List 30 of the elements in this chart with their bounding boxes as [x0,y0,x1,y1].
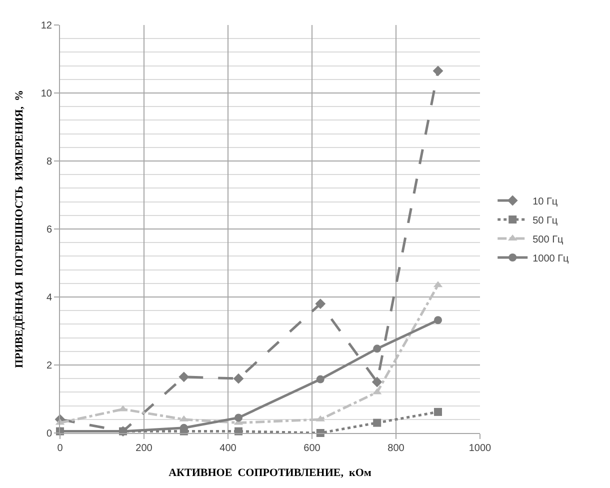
legend-label: 50 Гц [532,215,558,226]
y-tick-label: 2 [46,360,52,372]
y-tick-label: 8 [46,156,52,168]
y-tick-label: 10 [40,88,52,100]
point [373,418,382,427]
y-axis-title: ПРИВЕДЁННАЯ ПОГРЕШНОСТЬ ИЗМЕРЕНИЯ, % [12,90,26,368]
x-tick-label: 600 [304,443,321,454]
x-tick-label: 1000 [468,443,492,454]
point [233,373,244,384]
point [373,344,382,353]
x-tick-label: 800 [388,443,405,454]
point [316,375,324,384]
legend-label: 10 Гц [532,196,558,208]
point [178,372,190,382]
x-tick-label: 200 [136,443,153,454]
point [315,298,326,309]
legend-label: 1000 Гц [532,253,570,264]
point [234,414,242,422]
point [434,316,442,324]
legend-label: 500 Гц [532,234,564,246]
point [432,66,444,76]
x-tick-label: 0 [57,443,64,454]
y-tick-label: 0 [46,428,52,440]
y-tick-label: 12 [40,20,52,32]
y-tick-label: 4 [46,292,52,304]
point [434,408,442,416]
x-tick-label: 400 [220,443,237,454]
point [372,376,382,388]
x-axis-title: АКТИВНОЕ СОПРОТИВЛЕНИЕ, кОм [168,467,372,480]
y-tick-label: 6 [46,224,52,236]
